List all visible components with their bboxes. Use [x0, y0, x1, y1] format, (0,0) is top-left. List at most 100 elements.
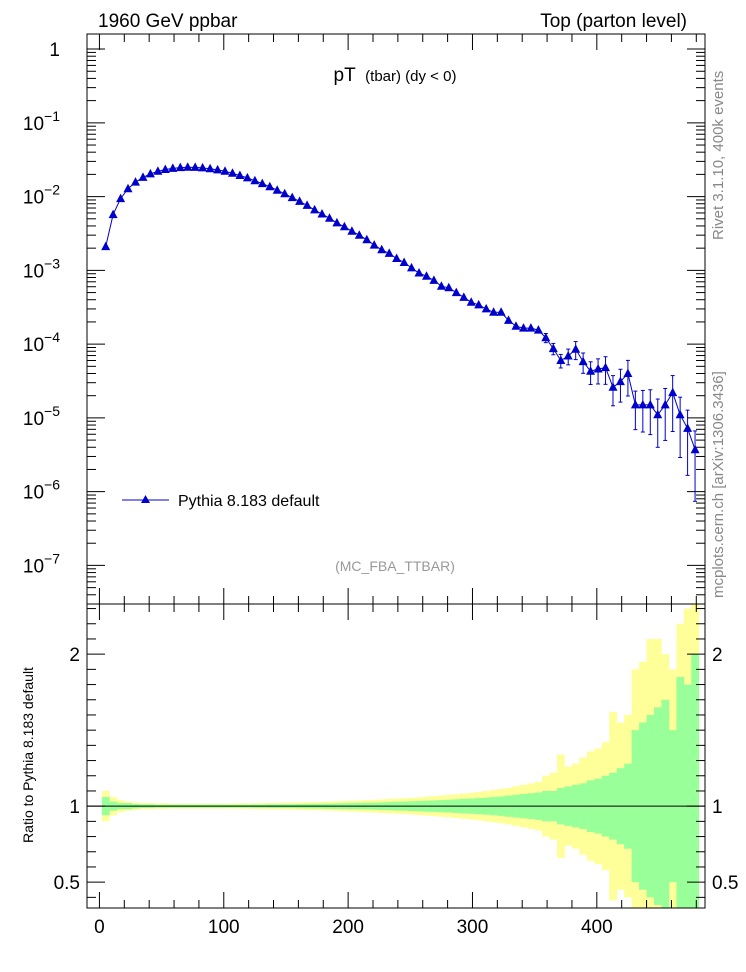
- data-point: [556, 355, 566, 364]
- data-point: [668, 387, 678, 397]
- ratio-y-tick-label: 2: [69, 645, 80, 666]
- main-frame: [86, 33, 706, 605]
- data-point: [317, 209, 327, 218]
- data-point: [116, 193, 126, 203]
- data-point: [683, 423, 693, 432]
- data-point: [220, 166, 230, 175]
- data-point: [377, 244, 387, 254]
- data-point: [332, 217, 342, 227]
- y-tick-base: 10: [23, 114, 44, 135]
- y-tick-exponent: −7: [44, 550, 60, 566]
- data-point: [645, 399, 655, 409]
- data-point: [257, 178, 267, 188]
- data-point: [578, 356, 588, 366]
- y-tick-exponent: −3: [44, 255, 60, 271]
- main-title: pT (tbar) (dy < 0): [334, 65, 457, 86]
- legend-label: Pythia 8.183 default: [178, 493, 320, 510]
- data-point: [242, 172, 252, 182]
- data-point: [250, 175, 260, 185]
- ratio-y-tick-label-right: 1: [712, 797, 723, 818]
- data-point: [615, 376, 625, 386]
- y-tick-exponent: −4: [44, 329, 60, 345]
- mcplots-label: mcplots.cern.ch [arXiv:1306.3436]: [710, 371, 727, 598]
- data-point: [138, 172, 148, 181]
- data-point: [280, 188, 290, 198]
- y-tick-exponent: −6: [44, 477, 60, 493]
- data-point: [347, 226, 357, 235]
- data-point: [541, 332, 551, 342]
- data-point: [638, 399, 648, 409]
- data-point: [436, 281, 446, 290]
- data-point: [519, 323, 528, 332]
- main-title-subtitle: (tbar) (dy < 0): [365, 68, 456, 85]
- y-tick-base: 10: [23, 556, 44, 577]
- data-point: [108, 209, 118, 219]
- y-tick-label: 10−3: [23, 255, 60, 282]
- watermark: (MC_FBA_TTBAR): [335, 558, 455, 574]
- ratio-band-inner: [676, 676, 685, 908]
- y-tick-label: 10−6: [23, 477, 60, 504]
- header-right: Top (parton level): [540, 11, 687, 32]
- ratio-band-inner: [661, 699, 670, 908]
- y-tick-label: 10−5: [23, 403, 60, 430]
- y-tick-base: 1: [49, 40, 60, 61]
- data-point: [384, 248, 394, 257]
- data-point: [526, 323, 536, 332]
- data-point: [533, 325, 543, 334]
- header-left: 1960 GeV ppbar: [98, 11, 238, 32]
- data-point: [660, 399, 670, 409]
- data-point: [399, 257, 409, 266]
- y-tick-exponent: −5: [44, 403, 60, 419]
- data-point: [123, 183, 133, 193]
- data-point: [563, 351, 573, 360]
- x-tick-label: 0: [94, 917, 105, 938]
- y-tick-exponent: −1: [44, 108, 60, 124]
- data-point: [474, 299, 484, 309]
- data-point: [228, 168, 237, 177]
- data-point: [623, 368, 633, 377]
- y-tick-label: 1: [49, 40, 60, 61]
- data-point: [213, 164, 223, 174]
- ratio-y-tick-label-right: 0.5: [712, 873, 738, 894]
- data-point: [653, 409, 663, 419]
- data-point: [153, 166, 163, 175]
- ratio-frame: [86, 603, 706, 909]
- data-point: [511, 321, 521, 330]
- data-point: [310, 204, 320, 214]
- data-point: [422, 271, 431, 280]
- data-point: [287, 192, 297, 202]
- data-point: [198, 162, 208, 172]
- y-tick-label: 10−2: [23, 182, 60, 209]
- data-point: [101, 241, 111, 251]
- ratio-plot: 0.5 0.5 1 1 2 2 0 100 200 300 400: [54, 603, 738, 938]
- data-point: [496, 307, 506, 316]
- ratio-y-tick-label: 1: [69, 797, 80, 818]
- data-point: [481, 303, 491, 313]
- data-point: [295, 196, 305, 205]
- data-point: [325, 213, 334, 222]
- data-point: [414, 268, 424, 277]
- series-line: [105, 166, 696, 450]
- y-tick-base: 10: [23, 483, 44, 504]
- data-point: [429, 275, 439, 284]
- data-point: [183, 162, 193, 171]
- y-tick-base: 10: [23, 261, 44, 282]
- data-point: [272, 185, 282, 194]
- x-tick-label: 200: [332, 917, 364, 938]
- data-point: [451, 287, 461, 297]
- data-point: [586, 366, 596, 375]
- y-tick-label: 10−1: [23, 108, 60, 135]
- data-point: [168, 163, 178, 172]
- data-point: [571, 344, 581, 353]
- data-point: [690, 444, 700, 454]
- data-point: [131, 177, 140, 186]
- legend-marker: [141, 495, 150, 503]
- data-point: [145, 168, 155, 178]
- data-point: [459, 292, 469, 301]
- y-tick-base: 10: [23, 409, 44, 430]
- main-plot: 110−110−210−310−410−510−610−7: [23, 33, 706, 605]
- legend: Pythia 8.183 default: [122, 493, 320, 510]
- data-point: [160, 164, 170, 173]
- data-point: [675, 409, 685, 419]
